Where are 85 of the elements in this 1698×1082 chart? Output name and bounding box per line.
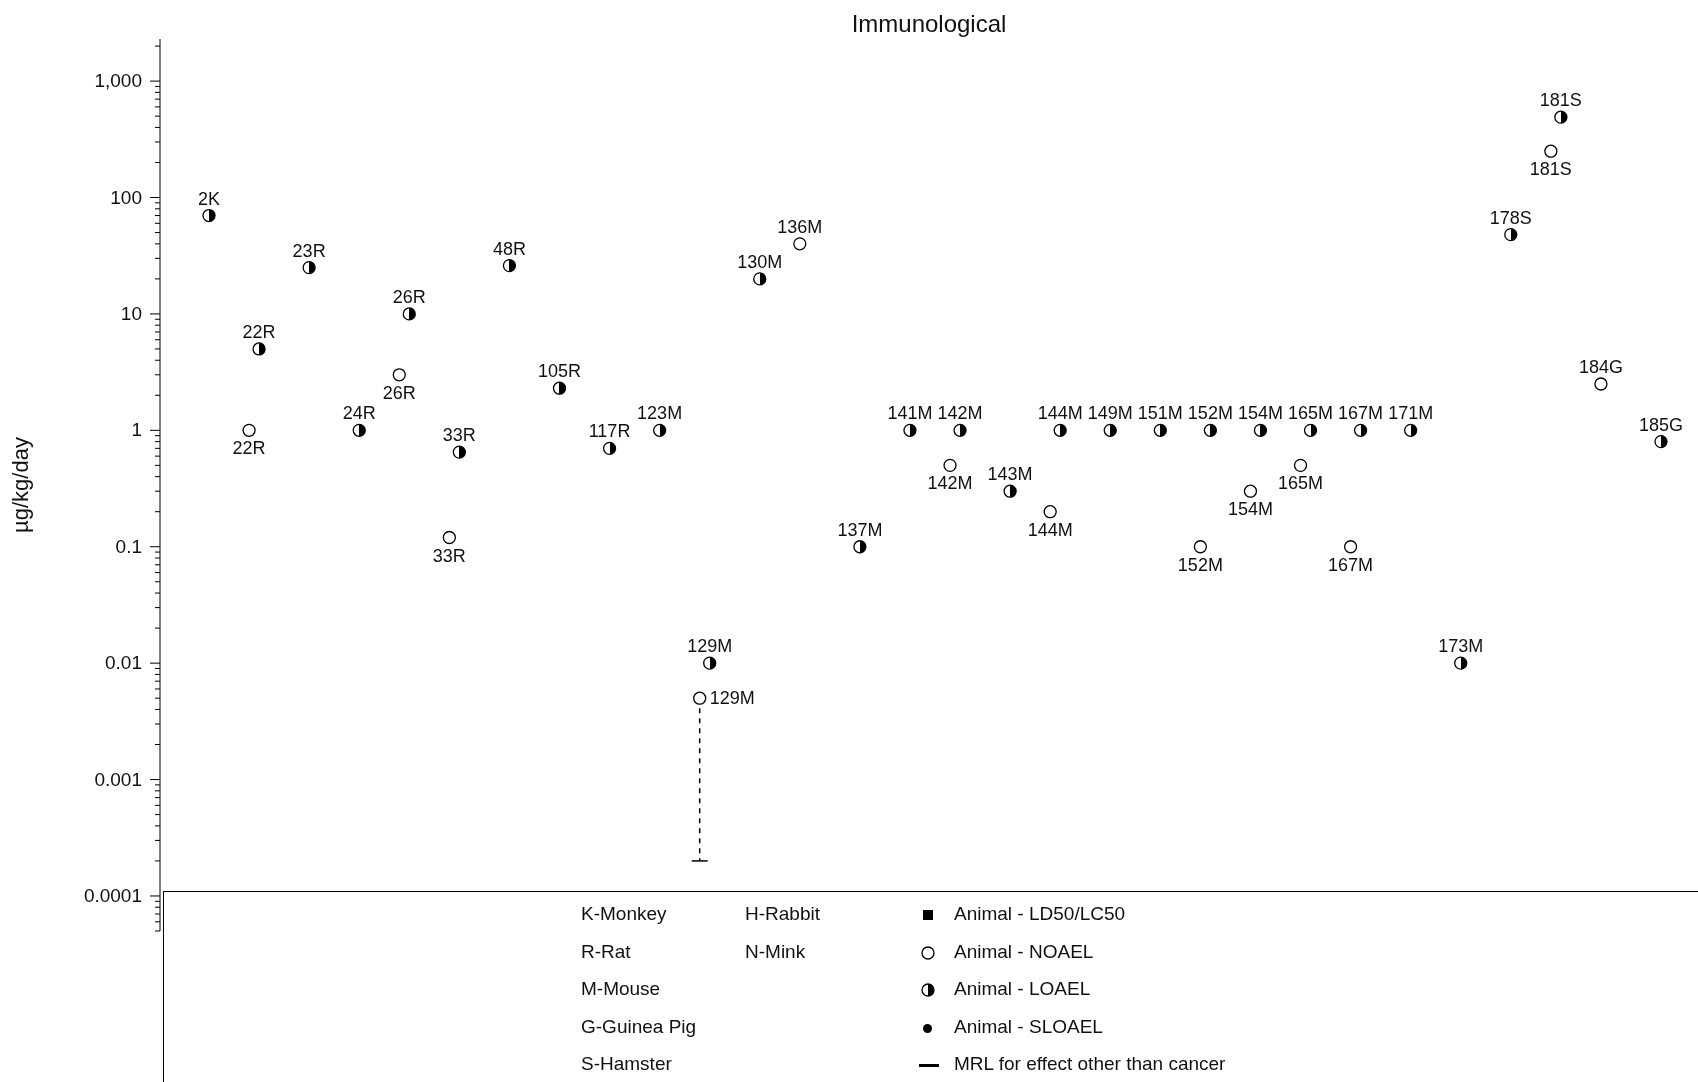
category-label: 144M <box>1027 519 1073 540</box>
y-axis-title: µg/kg/day <box>7 437 33 533</box>
text: G-Guinea Pig <box>581 1016 697 1037</box>
point <box>1504 227 1518 242</box>
x-tick-label: 184G <box>1578 357 1623 378</box>
x-tick-label: 143M <box>987 464 1033 485</box>
x-tick-label: 149M <box>1087 403 1133 424</box>
point <box>552 381 567 395</box>
point <box>1303 423 1318 437</box>
point <box>352 423 366 437</box>
legend-label: Animal - LOAEL <box>954 978 1091 999</box>
point <box>252 342 266 356</box>
point <box>1253 423 1268 437</box>
point <box>1053 423 1067 437</box>
point <box>1153 423 1167 437</box>
category-label: 129M <box>687 636 733 657</box>
y-tick-label: 1,000 <box>94 70 142 92</box>
annotation: H-Rabbit <box>745 903 820 924</box>
point <box>853 540 867 554</box>
point <box>1654 434 1668 449</box>
text: R-Rat <box>581 941 631 962</box>
point <box>452 445 466 459</box>
point <box>652 423 667 437</box>
legend-label: Animal - NOAEL <box>954 941 1094 962</box>
annotation: K-Monkey <box>581 903 667 924</box>
x-tick-label: 117R <box>588 421 631 442</box>
point <box>502 258 517 273</box>
x-tick-label: 144M <box>1037 403 1083 424</box>
point <box>602 441 617 456</box>
text: Animal - SLOAEL <box>954 1016 1103 1037</box>
x-tick-label: 165M <box>1288 403 1334 424</box>
x-tick-label: 137M <box>837 519 883 540</box>
x-tick-label: 173M <box>1438 636 1484 657</box>
point <box>1554 110 1568 124</box>
y-tick-label: 0.01 <box>105 652 142 674</box>
point <box>903 423 917 437</box>
x-tick-label: 141M <box>887 403 933 424</box>
category-label: 165M <box>1278 473 1324 494</box>
x-tick-label: 167M <box>1338 403 1384 424</box>
x-tick-label: 152M <box>1187 403 1233 424</box>
point <box>1353 423 1368 437</box>
text: MRL for effect other than cancer <box>954 1053 1226 1074</box>
y-tick-label: 0.0001 <box>83 884 142 906</box>
category-label: 167M <box>1328 554 1374 575</box>
point <box>953 423 967 437</box>
chart-title: Immunological <box>851 10 1007 37</box>
x-tick-label: 123M <box>637 403 683 424</box>
x-tick-label: 154M <box>1237 403 1283 424</box>
x-tick-label: 136M <box>777 216 823 237</box>
text: S-Hamster <box>581 1053 672 1074</box>
y-tick-label: 100 <box>110 186 142 208</box>
category-label: 22R <box>242 321 276 342</box>
x-tick-label: 23R <box>292 240 326 261</box>
y-tick-label: 10 <box>120 302 142 324</box>
y-tick-label: 1 <box>131 419 142 441</box>
point <box>1404 423 1418 437</box>
x-tick-label: 2K <box>197 188 221 209</box>
text: N-Mink <box>745 941 806 962</box>
point <box>1103 423 1117 437</box>
x-tick-label: 178S <box>1489 207 1532 228</box>
point <box>1203 423 1218 437</box>
y-tick-label: 0.1 <box>115 535 142 557</box>
x-tick-label: 130M <box>737 251 783 272</box>
category-label: 152M <box>1177 554 1223 575</box>
x-tick-label: 48R <box>492 238 526 259</box>
y-tick-label: 0.001 <box>94 768 142 790</box>
x-tick-label: 151M <box>1137 403 1183 424</box>
point <box>753 272 767 286</box>
x-tick-label: 24R <box>342 403 376 424</box>
category-label: 26R <box>392 286 426 307</box>
category-label: 142M <box>927 473 973 494</box>
annotation: Animal - LD50/LC50 <box>954 903 1126 924</box>
category-label: 181S <box>1539 90 1582 111</box>
x-tick-label: 185G <box>1638 414 1684 435</box>
x-tick-label: 142M <box>937 403 983 424</box>
point <box>703 656 717 670</box>
point <box>1454 656 1468 670</box>
category-label: 154M <box>1227 499 1273 520</box>
point <box>302 260 316 275</box>
point <box>1003 484 1017 498</box>
x-tick-label: 105R <box>537 361 581 382</box>
text: M-Mouse <box>581 978 661 999</box>
point <box>402 307 416 321</box>
point <box>202 208 216 223</box>
x-tick-label: 171M <box>1388 403 1434 424</box>
